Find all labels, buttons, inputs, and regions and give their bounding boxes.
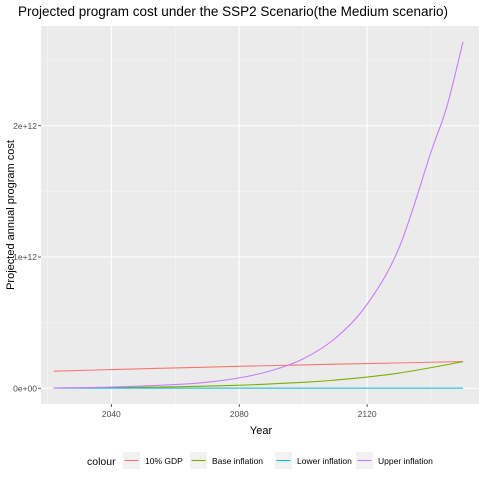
minor-gridlines <box>41 26 479 404</box>
series-line-base-inflation <box>53 361 464 389</box>
y-tick-label: 0e+00 <box>13 383 37 393</box>
series-lines <box>53 41 464 389</box>
series-line-upper-inflation <box>53 41 464 389</box>
legend-label-upper-inflation: Upper inflation <box>378 456 433 466</box>
legend-label-10-gdp: 10% GDP <box>145 456 183 466</box>
plot-panel <box>41 26 479 404</box>
legend-title: colour <box>87 456 116 468</box>
series-line-10-gdp <box>53 361 464 372</box>
x-tick-label: 2080 <box>230 409 249 419</box>
y-tick-label: 1e+12 <box>13 252 37 262</box>
chart-title: Projected program cost under the SSP2 Sc… <box>18 4 448 19</box>
legend-label-base-inflation: Base inflation <box>212 456 263 466</box>
x-tick-label: 2120 <box>358 409 377 419</box>
x-tick-label: 2040 <box>102 409 121 419</box>
y-axis-title: Projected annual program cost <box>5 140 17 290</box>
y-tick-label: 2e+12 <box>13 121 37 131</box>
y-axis-ticks: 0e+00 1e+12 2e+12 <box>13 121 41 393</box>
x-axis-title: Year <box>250 425 273 437</box>
legend: colour 10% GDP Base inflation Lower inflat… <box>87 452 433 469</box>
legend-label-lower-inflation: Lower inflation <box>297 456 352 466</box>
x-axis-ticks: 2040 2080 2120 <box>102 404 377 419</box>
